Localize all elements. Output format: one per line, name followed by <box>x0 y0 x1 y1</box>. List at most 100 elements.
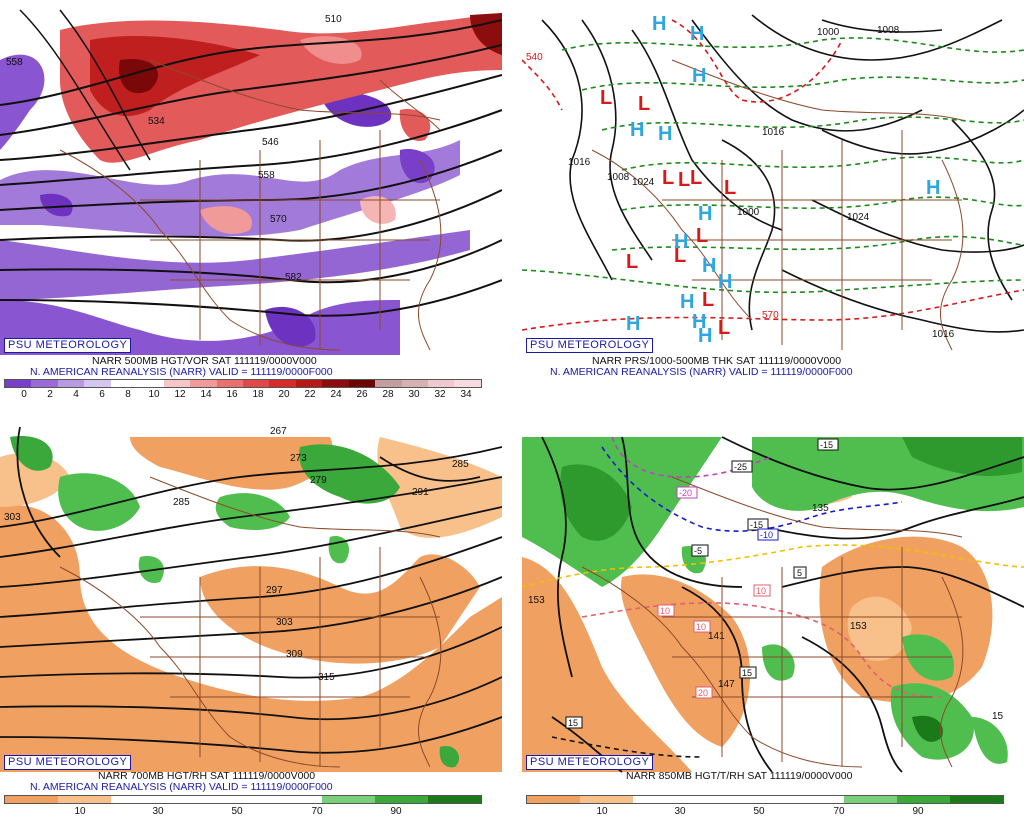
temperature-label: 10 <box>696 622 706 632</box>
rh-colorbar <box>4 795 482 804</box>
colorbar-swatch <box>5 380 32 387</box>
colorbar-swatch <box>738 796 792 803</box>
psu-meteorology-badge: PSU METEOROLOGY <box>4 755 132 770</box>
contour-label: 135 <box>812 503 829 514</box>
low-pressure-marker: L <box>696 225 708 247</box>
colorbar-tick: 4 <box>73 389 79 400</box>
colorbar-tick: 50 <box>231 806 243 817</box>
contour-label: 273 <box>290 453 307 464</box>
contour-label: 141 <box>708 631 725 642</box>
colorbar-swatch <box>527 796 580 803</box>
low-pressure-marker: L <box>718 317 730 339</box>
panel-caption: NARR 700MB HGT/RH SAT 111119/0000V000 <box>98 770 316 782</box>
colorbar-ticks: 0 2 4 6 8 10 12 14 16 18 20 22 24 26 28 … <box>4 389 480 401</box>
contour-label: 303 <box>4 512 21 523</box>
contour-label: 147 <box>718 679 735 690</box>
contour-label: 510 <box>325 14 342 25</box>
colorbar-swatch <box>348 380 376 387</box>
contour-label: 309 <box>286 649 303 660</box>
psu-meteorology-badge: PSU METEOROLOGY <box>526 755 654 770</box>
colorbar-swatch <box>428 796 482 803</box>
colorbar-tick: 10 <box>148 389 160 400</box>
colorbar-swatch <box>401 380 428 387</box>
temperature-label: 15 <box>742 668 752 678</box>
colorbar-tick: 70 <box>833 806 845 817</box>
high-pressure-marker: H <box>630 119 644 141</box>
temperature-label: 5 <box>797 568 802 578</box>
temperature-label: -15 <box>820 440 833 450</box>
thickness-label: 570 <box>762 310 779 321</box>
colorbar-swatch <box>454 380 481 387</box>
low-pressure-marker: L <box>678 169 690 191</box>
isobar-label: 1008 <box>877 25 900 36</box>
panel-500mb-vorticity: 510 558 534 546 558 570 582 PSU METEOROL… <box>0 0 502 402</box>
temperature-label: -25 <box>734 462 747 472</box>
panel-caption-valid: N. AMERICAN REANALYSIS (NARR) VALID = 11… <box>30 366 333 378</box>
colorbar-swatch <box>791 796 845 803</box>
panel-caption: NARR PRS/1000-500MB THK SAT 111119/0000V… <box>592 355 842 367</box>
contour-label: 558 <box>258 170 275 181</box>
panel-pressure-thickness: 1000 1008 1016 1024 1008 1016 1000 1024 … <box>522 0 1024 402</box>
thickness-label: 540 <box>526 52 543 63</box>
low-pressure-marker: L <box>724 177 736 199</box>
colorbar-tick: 0 <box>21 389 27 400</box>
colorbar-tick: 30 <box>152 806 164 817</box>
high-pressure-marker: H <box>702 255 716 277</box>
temperature-label: 15 <box>568 718 578 728</box>
isobar-label: 1016 <box>762 127 785 138</box>
map-500mb: 510 558 534 546 558 570 582 <box>0 9 502 355</box>
colorbar-swatch <box>216 796 270 803</box>
low-pressure-marker: L <box>600 87 612 109</box>
isobar-label: 1008 <box>607 172 630 183</box>
colorbar-swatch <box>579 796 633 803</box>
temperature-label: -20 <box>679 488 692 498</box>
high-pressure-marker: H <box>674 231 688 253</box>
contour-label: 15 <box>992 711 1004 722</box>
temperature-label: -10 <box>760 530 773 540</box>
high-pressure-marker: H <box>698 203 712 225</box>
contour-label: 303 <box>276 617 293 628</box>
low-pressure-marker: L <box>690 167 702 189</box>
isobar-label: 1024 <box>632 177 655 188</box>
temperature-label: 10 <box>660 606 670 616</box>
contour-label: 153 <box>850 621 867 632</box>
colorbar-swatch <box>137 380 164 387</box>
colorbar-swatch <box>269 796 323 803</box>
low-pressure-marker: L <box>662 167 674 189</box>
contour-label: 570 <box>270 214 287 225</box>
colorbar-tick: 30 <box>674 806 686 817</box>
high-pressure-marker: H <box>718 271 732 293</box>
colorbar-tick: 2 <box>47 389 53 400</box>
colorbar-swatch <box>844 796 898 803</box>
psu-meteorology-badge: PSU METEOROLOGY <box>526 338 654 353</box>
colorbar-tick: 34 <box>460 389 472 400</box>
colorbar-swatch <box>428 380 455 387</box>
colorbar-swatch <box>84 380 111 387</box>
vorticity-colorbar <box>4 379 482 388</box>
panel-caption-valid: N. AMERICAN REANALYSIS (NARR) VALID = 11… <box>30 781 333 793</box>
colorbar-tick: 24 <box>330 389 342 400</box>
contour-label: 291 <box>412 487 429 498</box>
contour-label: 285 <box>173 497 190 508</box>
colorbar-tick: 8 <box>125 389 131 400</box>
contour-label: 315 <box>318 672 335 683</box>
rh-colorbar <box>526 795 1004 804</box>
high-pressure-marker: H <box>690 23 704 45</box>
colorbar-tick: 32 <box>434 389 446 400</box>
colorbar-tick: 90 <box>390 806 402 817</box>
colorbar-swatch <box>897 796 951 803</box>
panel-caption: NARR 850MB HGT/T/RH SAT 111119/0000V000 <box>626 770 853 782</box>
high-pressure-marker: H <box>692 65 706 87</box>
colorbar-swatch <box>950 796 1004 803</box>
colorbar-swatch <box>322 796 376 803</box>
contour-label: 267 <box>270 426 287 437</box>
contour-label: 546 <box>262 137 279 148</box>
isobar-label: 1000 <box>817 27 840 38</box>
colorbar-swatch <box>685 796 739 803</box>
colorbar-swatch <box>375 380 402 387</box>
isobar-label: 1016 <box>568 157 591 168</box>
colorbar-swatch <box>163 380 191 387</box>
contour-label: 534 <box>148 116 165 127</box>
colorbar-swatch <box>216 380 243 387</box>
colorbar-swatch <box>57 796 111 803</box>
